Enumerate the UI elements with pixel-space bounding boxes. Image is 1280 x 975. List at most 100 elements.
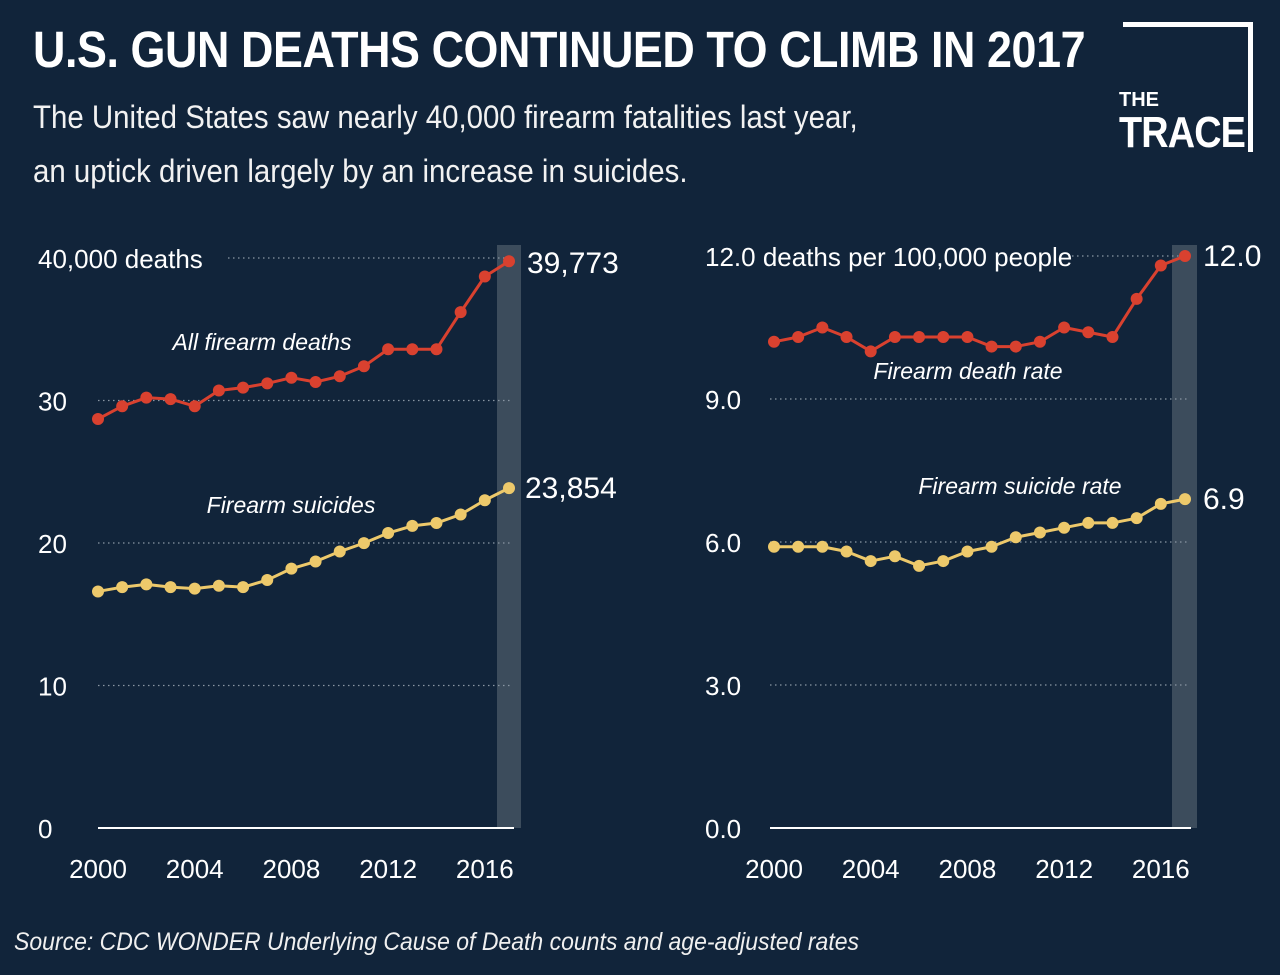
rate-data-point	[1058, 321, 1071, 334]
count-end-value-label: 39,773	[527, 247, 619, 280]
count-y-tick-label: 20	[38, 529, 67, 559]
chart-title: U.S. GUN DEATHS CONTINUED TO CLIMB IN 20…	[33, 21, 1086, 78]
count-data-point	[92, 413, 104, 426]
rate-data-point	[1130, 292, 1143, 305]
count-data-point	[116, 581, 129, 594]
count-y-tick-label: 30	[38, 387, 67, 417]
count-data-point	[333, 370, 346, 383]
subtitle-line-1: The United States saw nearly 40,000 fire…	[33, 99, 858, 135]
count-data-point	[454, 306, 467, 319]
rate-data-point	[937, 555, 950, 568]
rate-data-point	[961, 331, 974, 344]
rate-y-tick-label: 12.0 deaths per 100,000 people	[705, 242, 1072, 272]
rate-data-point	[840, 545, 853, 558]
count-x-tick-label: 2016	[456, 854, 514, 884]
rate-y-tick-label: 3.0	[705, 671, 741, 701]
rate-data-point	[792, 331, 805, 344]
count-data-point	[285, 562, 298, 575]
rate-data-point	[768, 335, 780, 348]
count-x-tick-label: 2000	[69, 854, 127, 884]
rate-data-point	[985, 340, 998, 353]
count-data-point	[188, 582, 201, 595]
rate-data-point	[792, 540, 805, 553]
count-data-point	[406, 519, 419, 532]
rate-data-point	[961, 545, 974, 558]
count-data-point	[357, 537, 370, 550]
count-y-tick-label: 0	[38, 814, 52, 844]
rate-x-tick-label: 2004	[842, 854, 900, 884]
rate-data-point	[1106, 516, 1119, 529]
rate-data-point	[1179, 250, 1191, 262]
count-data-point	[164, 393, 177, 406]
count-data-point	[285, 371, 298, 384]
rate-data-point	[1154, 259, 1167, 272]
count-data-point	[382, 527, 395, 540]
rate-data-point	[1154, 497, 1167, 510]
count-data-point	[478, 270, 491, 283]
count-y-tick-label: 10	[38, 672, 67, 702]
count-highlight-bar	[497, 245, 521, 828]
rate-data-point	[888, 550, 901, 563]
rate-y-tick-label: 0.0	[705, 814, 741, 844]
count-data-point	[237, 581, 250, 594]
count-data-point	[430, 343, 443, 356]
count-data-point	[357, 360, 370, 373]
rate-data-point	[1058, 521, 1071, 534]
count-data-point	[503, 255, 515, 268]
rate-data-point	[913, 331, 926, 344]
count-data-point	[454, 508, 467, 521]
count-data-point	[406, 343, 419, 356]
rate-data-point	[913, 559, 926, 572]
rate-data-point	[1106, 331, 1119, 344]
count-data-point	[92, 585, 104, 598]
rate-y-tick-label: 6.0	[705, 528, 741, 558]
rate-data-point	[1130, 512, 1143, 525]
rate-data-point	[1033, 526, 1046, 539]
rate-x-tick-label: 2012	[1035, 854, 1093, 884]
rate-data-point	[864, 555, 877, 568]
count-data-point	[261, 574, 274, 587]
chart-subtitle: The United States saw nearly 40,000 fire…	[33, 90, 858, 198]
rate-series-label: Firearm death rate	[873, 358, 1062, 384]
rate-end-value-label: 6.9	[1203, 483, 1245, 516]
rate-data-point	[1082, 326, 1095, 339]
rate-data-point	[840, 331, 853, 344]
rate-data-point	[768, 540, 780, 553]
count-series-label: All firearm deaths	[171, 329, 352, 355]
rate-x-tick-label: 2016	[1132, 854, 1190, 884]
count-data-point	[237, 381, 250, 394]
rate-x-tick-label: 2000	[745, 854, 803, 884]
count-series-label: Firearm suicides	[207, 492, 376, 518]
logo-line-2: TRACE	[1119, 108, 1246, 157]
count-end-value-label: 23,854	[525, 472, 617, 505]
count-data-point	[212, 384, 225, 397]
count-data-point	[164, 581, 177, 594]
count-data-point	[478, 494, 491, 507]
rate-data-point	[1082, 516, 1095, 529]
count-data-point	[503, 482, 515, 495]
rate-highlight-bar	[1172, 245, 1197, 828]
rate-data-point	[937, 331, 950, 344]
rate-data-point	[888, 331, 901, 344]
count-data-point	[261, 377, 274, 390]
rate-data-point	[864, 345, 877, 358]
logo-line-1: THE	[1119, 89, 1159, 111]
count-data-point	[430, 517, 443, 530]
count-data-point	[140, 578, 153, 591]
count-x-tick-label: 2012	[359, 854, 417, 884]
count-data-point	[333, 545, 346, 558]
count-data-point	[140, 391, 153, 404]
subtitle-line-2: an uptick driven largely by an increase …	[33, 153, 688, 189]
rate-y-tick-label: 9.0	[705, 385, 741, 415]
rate-data-point	[816, 540, 829, 553]
rate-series-line-suicide	[774, 497, 1186, 568]
rate-data-point	[1009, 531, 1022, 544]
the-trace-logo: THE TRACE	[1119, 22, 1253, 155]
count-data-point	[188, 400, 201, 413]
count-data-point	[309, 375, 322, 388]
rate-data-point	[1009, 340, 1022, 353]
count-data-point	[212, 579, 225, 592]
source-note: Source: CDC WONDER Underlying Cause of D…	[14, 928, 860, 956]
